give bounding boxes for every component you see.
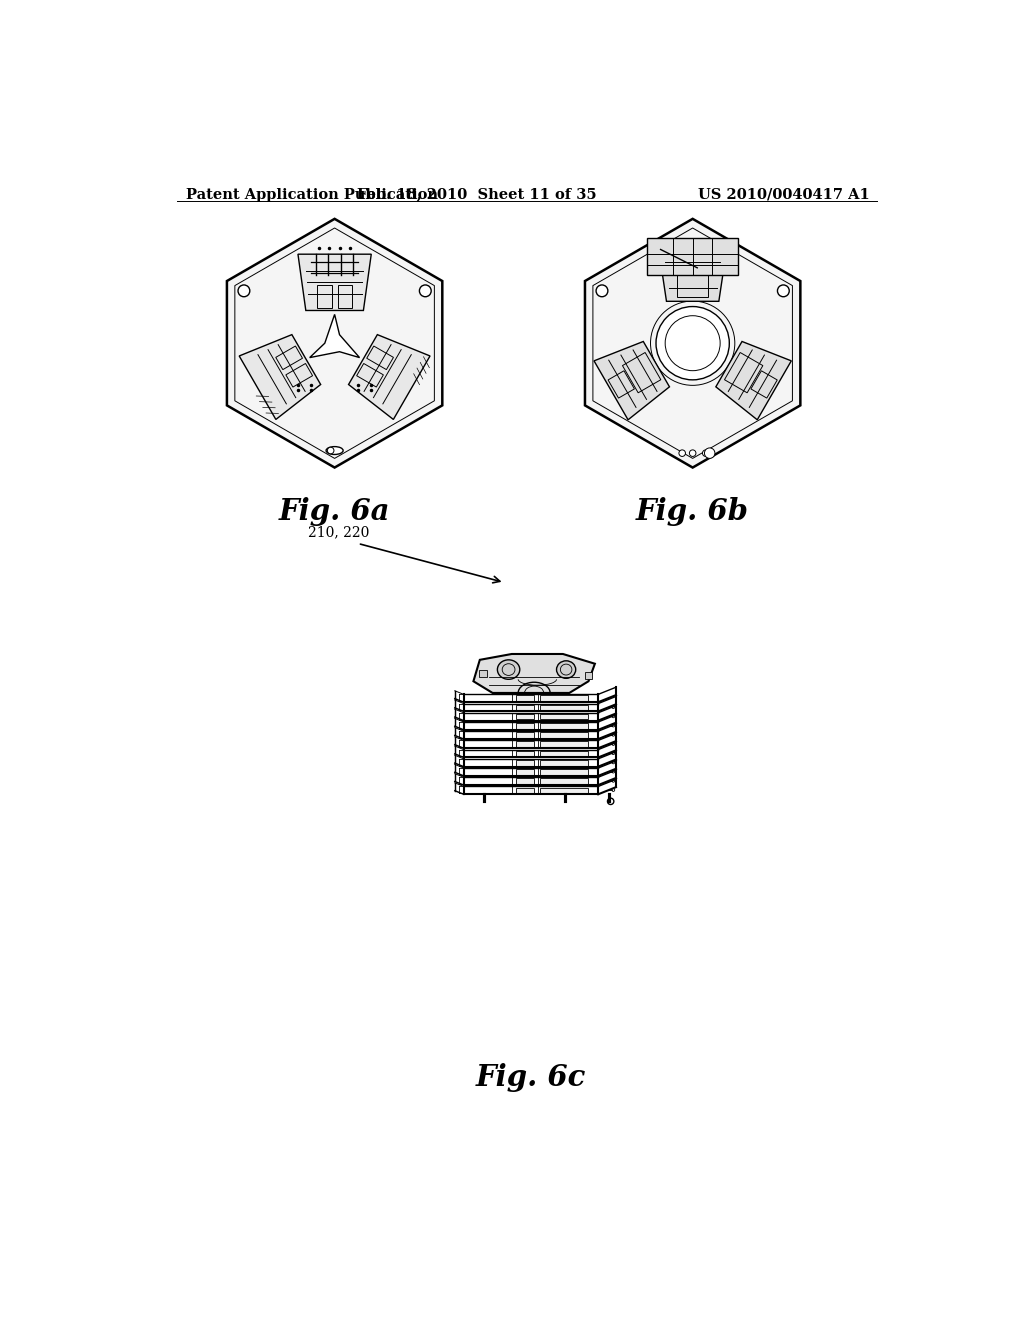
Polygon shape — [594, 342, 670, 420]
Ellipse shape — [556, 661, 575, 678]
Bar — [541, 760, 588, 766]
Text: Fig. 6c: Fig. 6c — [476, 1063, 586, 1092]
Bar — [516, 770, 535, 775]
Circle shape — [238, 285, 250, 297]
Circle shape — [679, 450, 685, 457]
Polygon shape — [348, 335, 430, 420]
Bar — [541, 788, 588, 793]
Bar — [479, 671, 486, 677]
Polygon shape — [227, 219, 442, 467]
Polygon shape — [585, 219, 801, 467]
Circle shape — [689, 450, 696, 457]
Polygon shape — [240, 335, 321, 420]
Bar — [516, 760, 535, 766]
Bar — [541, 751, 588, 756]
Bar — [516, 788, 535, 793]
Text: Feb. 18, 2010  Sheet 11 of 35: Feb. 18, 2010 Sheet 11 of 35 — [357, 187, 597, 202]
FancyBboxPatch shape — [647, 239, 738, 275]
Bar — [541, 705, 588, 710]
Bar — [516, 779, 535, 784]
Bar — [516, 723, 535, 729]
Polygon shape — [298, 255, 372, 310]
Bar — [516, 705, 535, 710]
Bar — [541, 696, 588, 701]
Circle shape — [420, 285, 431, 297]
Text: Patent Application Publication: Patent Application Publication — [186, 187, 438, 202]
Bar — [516, 733, 535, 738]
Circle shape — [328, 447, 334, 454]
Circle shape — [777, 285, 790, 297]
Polygon shape — [309, 314, 359, 358]
Bar — [541, 733, 588, 738]
Bar — [516, 714, 535, 719]
Ellipse shape — [498, 660, 520, 680]
Circle shape — [702, 450, 709, 457]
Polygon shape — [473, 653, 595, 693]
Circle shape — [607, 799, 613, 804]
Bar — [541, 714, 588, 719]
Bar — [541, 723, 588, 729]
Bar — [541, 779, 588, 784]
Text: Fig. 6a: Fig. 6a — [279, 498, 390, 527]
Bar — [516, 742, 535, 747]
Bar — [585, 672, 592, 678]
Circle shape — [656, 306, 729, 380]
Text: 210, 220: 210, 220 — [307, 525, 369, 540]
Bar — [516, 696, 535, 701]
Polygon shape — [658, 249, 727, 301]
Circle shape — [596, 285, 608, 297]
Ellipse shape — [326, 446, 343, 454]
Circle shape — [705, 447, 715, 458]
Bar — [541, 742, 588, 747]
Text: Fig. 6b: Fig. 6b — [636, 498, 750, 527]
Polygon shape — [716, 342, 792, 420]
Bar — [516, 751, 535, 756]
Bar — [541, 770, 588, 775]
Text: US 2010/0040417 A1: US 2010/0040417 A1 — [698, 187, 869, 202]
